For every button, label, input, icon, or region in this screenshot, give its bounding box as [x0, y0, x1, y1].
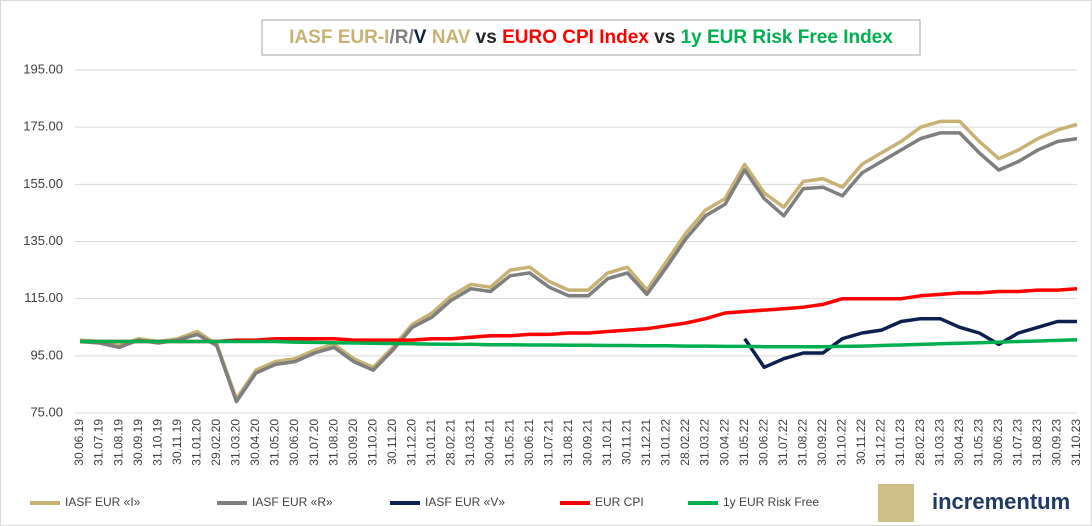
x-tick-label: 31.01.21 [424, 419, 438, 466]
x-tick-label: 31.01.22 [659, 419, 673, 466]
x-tick-label: 30.06.20 [287, 419, 301, 466]
title-part: NAV [426, 27, 470, 48]
x-tick-label: 31.10.19 [150, 419, 164, 466]
title-part: IASF EUR-I [289, 27, 389, 48]
title-part: V [414, 27, 427, 48]
legend-label: 1y EUR Risk Free [723, 495, 819, 509]
title-part: /R/ [389, 27, 414, 48]
x-tick-label: 31.10.21 [600, 419, 614, 466]
x-tick-label: 31.07.20 [307, 419, 321, 466]
series-line [743, 316, 1077, 370]
x-tick-label: 30.09.20 [346, 419, 360, 466]
x-tick-label: 31.08.20 [326, 419, 340, 466]
x-tick-label: 31.08.22 [795, 419, 809, 466]
x-tick-label: 31.08.19 [111, 419, 125, 466]
x-tick-label: 30.09.22 [815, 419, 829, 466]
x-tick-label: 31.05.20 [268, 419, 282, 466]
x-tick-label: 31.08.23 [1030, 419, 1044, 466]
x-tick-label: 30.06.23 [991, 419, 1005, 466]
x-tick-label: 31.12.20 [405, 419, 419, 466]
title-part: 1y EUR Risk Free Index [681, 27, 894, 48]
x-tick-label: 31.07.22 [776, 419, 790, 466]
x-tick-label: 31.05.22 [737, 419, 751, 466]
title-part: vs [470, 27, 502, 48]
x-tick-label: 31.07.19 [92, 419, 106, 466]
title-part: vs [649, 27, 681, 48]
x-tick-label: 31.12.22 [874, 419, 888, 466]
x-tick-label: 30.04.20 [248, 419, 262, 466]
series-line [80, 338, 1078, 349]
x-tick-label: 31.01.20 [189, 419, 203, 466]
legend-label: IASF EUR «V» [425, 495, 505, 509]
x-tick-label: 30.11.19 [170, 419, 184, 465]
x-tick-label: 30.04.21 [483, 419, 497, 466]
x-tick-label: 31.03.23 [932, 419, 946, 466]
x-tick-label: 30.06.21 [522, 419, 536, 466]
x-tick-label: 31.10.22 [835, 419, 849, 466]
legend-label: IASF EUR «R» [252, 495, 333, 509]
x-tick-label: 31.05.23 [971, 419, 985, 466]
title-box [261, 19, 921, 56]
chart-title: IASF EUR-I/R/V NAV vs EURO CPI Index vs … [289, 27, 893, 48]
x-tick-label: 29.02.20 [209, 419, 223, 466]
y-tick-label: 195.00 [23, 61, 63, 76]
x-tick-label: 31.03.21 [463, 419, 477, 466]
y-tick-label: 75.00 [30, 404, 63, 419]
x-tick-label: 30.11.20 [385, 419, 399, 465]
x-tick-label: 31.03.22 [698, 419, 712, 466]
x-tick-label: 30.09.23 [1050, 419, 1064, 466]
x-tick-label: 30.06.22 [756, 419, 770, 466]
logo-text: incrementum [932, 489, 1070, 514]
y-tick-label: 155.00 [23, 176, 63, 191]
x-tick-label: 30.11.21 [620, 419, 634, 465]
legend-label: EUR CPI [595, 495, 644, 509]
x-tick-label: 30.09.21 [580, 419, 594, 466]
x-tick-label: 28.02.23 [913, 419, 927, 466]
y-tick-label: 175.00 [23, 119, 63, 134]
x-tick-label: 31.05.21 [502, 419, 516, 466]
x-tick-label: 30.04.22 [717, 419, 731, 466]
x-tick-label: 31.07.23 [1011, 419, 1025, 466]
x-tick-label: 30.11.22 [854, 419, 868, 465]
y-tick-label: 95.00 [30, 347, 63, 362]
y-tick-label: 115.00 [24, 290, 63, 305]
title-part: EURO CPI Index [502, 27, 649, 48]
x-tick-label: 31.10.20 [365, 419, 379, 466]
legend-label: IASF EUR «I» [65, 495, 141, 509]
logo-icon [878, 484, 914, 522]
x-tick-label: 31.10.23 [1069, 419, 1083, 466]
x-tick-label: 28.02.22 [678, 419, 692, 466]
x-tick-label: 28.02.21 [444, 419, 458, 466]
series-line [79, 131, 1078, 404]
x-tick-label: 31.07.21 [541, 419, 555, 466]
x-tick-label: 31.08.21 [561, 419, 575, 466]
y-tick-label: 135.00 [23, 233, 63, 248]
x-tick-label: 31.03.20 [229, 419, 243, 466]
x-tick-label: 30.06.19 [72, 419, 86, 466]
x-tick-label: 31.01.23 [893, 419, 907, 466]
logo: incrementum [878, 484, 1070, 522]
x-tick-label: 30.09.19 [131, 419, 145, 466]
x-tick-label: 31.12.21 [639, 419, 653, 466]
x-tick-label: 30.04.23 [952, 419, 966, 466]
